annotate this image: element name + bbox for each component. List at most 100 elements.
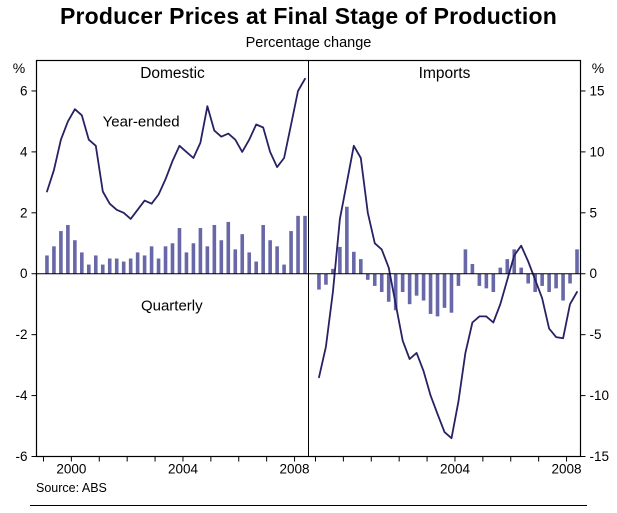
bar: [163, 246, 168, 274]
bar: [100, 264, 105, 274]
two-panel-chart: -6 -4 -2 0 2 4 6% 2000 2004 2008 Domestic Year-ende…: [13, 59, 610, 477]
footer-rule: [30, 505, 587, 506]
bar: [463, 249, 468, 274]
bar: [198, 228, 203, 274]
bar: [114, 258, 119, 274]
panel-imports: -15 -10 -5 0 5 10 15% 2004 2008 Imports: [314, 60, 610, 477]
bar: [575, 249, 579, 274]
bar: [93, 255, 98, 274]
imports-year-ended-line: [318, 144, 578, 440]
x-axis-tick-label: 2004: [440, 462, 471, 477]
bar: [540, 273, 544, 286]
bar: [345, 206, 349, 274]
imports-quarterly-bars: [317, 206, 579, 317]
domestic-quarterly-bars: [45, 215, 307, 274]
y-axis-tick-label: -6: [15, 449, 27, 464]
bar: [331, 268, 335, 274]
panel-title: Imports: [419, 65, 471, 82]
y-axis-tick-label: -10: [590, 388, 610, 403]
bar: [317, 273, 321, 290]
bar: [268, 240, 272, 274]
bar: [87, 264, 91, 274]
bar: [135, 252, 140, 274]
bar: [449, 273, 454, 313]
y-axis-unit-label: %: [13, 60, 25, 76]
bar: [400, 273, 405, 293]
source-note: Source: ABS: [36, 481, 107, 495]
x-axis-tick-label: 2004: [168, 462, 199, 477]
domestic-year-ended-line: [46, 77, 306, 220]
bar: [275, 246, 279, 274]
bar: [484, 273, 489, 289]
bar: [505, 259, 510, 274]
bar: [338, 246, 342, 274]
bar: [533, 273, 537, 293]
y-axis-tick-label: 15: [590, 83, 605, 98]
bar: [365, 273, 370, 280]
bar: [470, 263, 475, 274]
bar: [212, 224, 217, 274]
bar: [456, 273, 461, 286]
bar: [107, 258, 112, 274]
bar: [379, 273, 384, 293]
y-axis-tick-label: 0: [590, 266, 598, 281]
y-axis-unit-label: %: [592, 60, 604, 76]
y-axis-tick-label: 6: [20, 83, 28, 98]
bar: [296, 215, 300, 274]
bar: [247, 252, 252, 274]
bar: [184, 252, 189, 274]
panel-title: Domestic: [140, 65, 205, 82]
bar: [407, 273, 412, 305]
bar: [52, 246, 56, 274]
bar: [393, 273, 398, 311]
bar: [568, 273, 572, 284]
y-axis-tick-label: 4: [20, 144, 28, 159]
y-axis-tick-label: 0: [20, 266, 28, 281]
bar: [561, 273, 565, 301]
bar: [421, 273, 426, 301]
x-axis-tick-label: 2008: [552, 462, 582, 477]
bar: [435, 273, 440, 317]
bar: [191, 243, 196, 274]
bar: [414, 273, 419, 296]
bar: [73, 240, 77, 274]
bar: [442, 273, 447, 308]
bar: [386, 273, 391, 302]
bar: [491, 273, 496, 293]
bar: [428, 273, 433, 314]
y-axis-tick-label: 10: [590, 144, 605, 159]
y-axis-tick-label: -15: [590, 449, 610, 464]
bar: [519, 267, 524, 274]
bar: [282, 264, 286, 274]
bar: [59, 231, 63, 274]
y-axis-tick-label: -2: [15, 327, 27, 342]
bar: [547, 273, 551, 293]
bar: [352, 251, 356, 274]
x-axis-tick-label: 2008: [280, 462, 310, 477]
x-axis-tick-label: 2000: [56, 462, 86, 477]
y-axis-tick-label: -4: [15, 388, 27, 403]
y-axis-tick-label: 2: [20, 205, 28, 220]
bar: [303, 215, 307, 274]
chart-subtitle: Percentage change: [245, 35, 372, 51]
bar: [128, 258, 133, 274]
bar: [372, 273, 377, 286]
bar: [149, 246, 154, 274]
bar: [219, 240, 224, 274]
bar: [45, 255, 49, 274]
bar: [177, 228, 182, 274]
bar: [80, 252, 84, 274]
bar: [359, 259, 363, 274]
bar: [477, 273, 482, 286]
series-label: Year-ended: [103, 113, 180, 130]
bar: [324, 273, 328, 285]
bar: [261, 224, 265, 274]
bar: [512, 249, 517, 274]
bar: [121, 261, 126, 274]
bar: [142, 255, 147, 274]
series-label: Quarterly: [141, 298, 203, 315]
bar: [289, 231, 293, 274]
page-title: Producer Prices at Final Stage of Produc…: [59, 3, 557, 29]
bar: [66, 224, 70, 274]
bar: [254, 261, 258, 274]
